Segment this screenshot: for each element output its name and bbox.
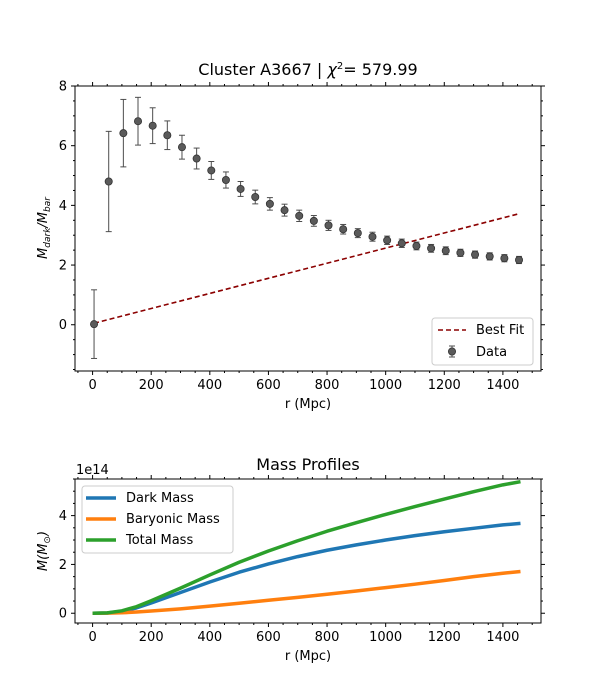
data-point xyxy=(148,121,157,130)
mass-chart-title: Mass Profiles xyxy=(256,455,359,474)
ratio-plot-frame xyxy=(74,85,542,372)
data-point xyxy=(471,250,480,259)
ratio-x-axis-label: r (Mpc) xyxy=(285,397,331,412)
mass-plot-frame xyxy=(74,478,542,624)
data-point xyxy=(265,199,274,208)
ratio-y-tick-label: 2 xyxy=(59,259,67,274)
mass-y-tick-label: 0 xyxy=(59,607,67,622)
mass-x-tick-label: 0 xyxy=(88,630,96,645)
mass-x-axis-label: r (Mpc) xyxy=(285,649,331,664)
data-point xyxy=(221,176,230,185)
mass-y-axis-label: M(M⊙) xyxy=(36,531,53,571)
data-point xyxy=(500,254,509,263)
best-fit-line xyxy=(93,212,520,325)
legend-data-marker xyxy=(447,347,456,356)
mass-y-tick-label: 2 xyxy=(59,558,67,573)
mass-x-tick-label: 400 xyxy=(197,630,222,645)
data-point xyxy=(412,241,421,250)
data-point xyxy=(207,166,216,175)
data-point xyxy=(192,154,201,163)
data-point xyxy=(236,184,245,193)
mass-legend: Dark Mass Baryonic Mass Total Mass xyxy=(81,485,234,554)
ratio-y-tick-label: 8 xyxy=(59,80,67,95)
baryonic-mass-line xyxy=(92,569,521,615)
mass-x-tick-label: 1000 xyxy=(369,630,402,645)
ratio-y-tick-label: 6 xyxy=(59,139,67,154)
mass-legend-box xyxy=(81,485,234,554)
ratio-y-tick-label: 4 xyxy=(59,199,67,214)
mass-x-tick-label: 1400 xyxy=(486,630,519,645)
ratio-x-tick-label: 1000 xyxy=(369,378,402,393)
ratio-x-tick-label: 400 xyxy=(197,378,222,393)
mass-y-tick-label: 4 xyxy=(59,509,67,524)
legend-data-label: Data xyxy=(476,345,507,360)
ratio-y-axis-label: Mdark/Mbar xyxy=(36,196,53,259)
data-point xyxy=(397,239,406,248)
ratio-x-tick-label: 200 xyxy=(139,378,164,393)
data-point xyxy=(251,193,260,202)
ratio-chart-title: Cluster A3667 | χ2= 579.99 xyxy=(198,60,417,79)
mass-x-tick-label: 1200 xyxy=(428,630,461,645)
data-point xyxy=(339,225,348,234)
data-point xyxy=(485,252,494,261)
data-point xyxy=(104,177,113,186)
data-point xyxy=(515,255,524,264)
data-point xyxy=(163,131,172,140)
ratio-x-tick-label: 1200 xyxy=(428,378,461,393)
data-point xyxy=(119,129,128,138)
data-point xyxy=(309,216,318,225)
ratio-x-tick-label: 600 xyxy=(256,378,281,393)
mass-x-tick-label: 600 xyxy=(256,630,281,645)
data-point xyxy=(280,206,289,215)
data-point xyxy=(353,229,362,238)
data-point xyxy=(441,246,450,255)
data-point xyxy=(324,221,333,230)
data-point xyxy=(427,244,436,253)
mass-chart: Mass Profiles 1e14 0 200 400 600 800 1000 1200… xyxy=(36,455,545,664)
ratio-legend: Best Fit Data xyxy=(431,317,534,366)
ratio-chart: Cluster A3667 | χ2= 579.99 0 200 400 600 800… xyxy=(36,60,545,412)
ratio-x-tick-label: 1400 xyxy=(486,378,519,393)
data-point xyxy=(134,117,143,126)
total-mass-line xyxy=(92,479,521,615)
legend-best-fit-label: Best Fit xyxy=(476,323,524,338)
ratio-y-tick-label: 0 xyxy=(59,318,67,333)
data-point xyxy=(368,232,377,241)
ratio-x-tick-label: 800 xyxy=(315,378,340,393)
data-point xyxy=(383,236,392,245)
legend-dark-mass-label: Dark Mass xyxy=(126,491,194,506)
data-point xyxy=(177,143,186,152)
data-point xyxy=(456,248,465,257)
legend-total-mass-label: Total Mass xyxy=(125,533,193,548)
data-point xyxy=(90,320,99,329)
data-point xyxy=(295,211,304,220)
ratio-x-tick-label: 0 xyxy=(88,378,96,393)
mass-y-offset-text: 1e14 xyxy=(76,463,109,478)
mass-x-tick-label: 200 xyxy=(139,630,164,645)
legend-baryonic-mass-label: Baryonic Mass xyxy=(126,512,220,527)
mass-x-tick-label: 800 xyxy=(315,630,340,645)
